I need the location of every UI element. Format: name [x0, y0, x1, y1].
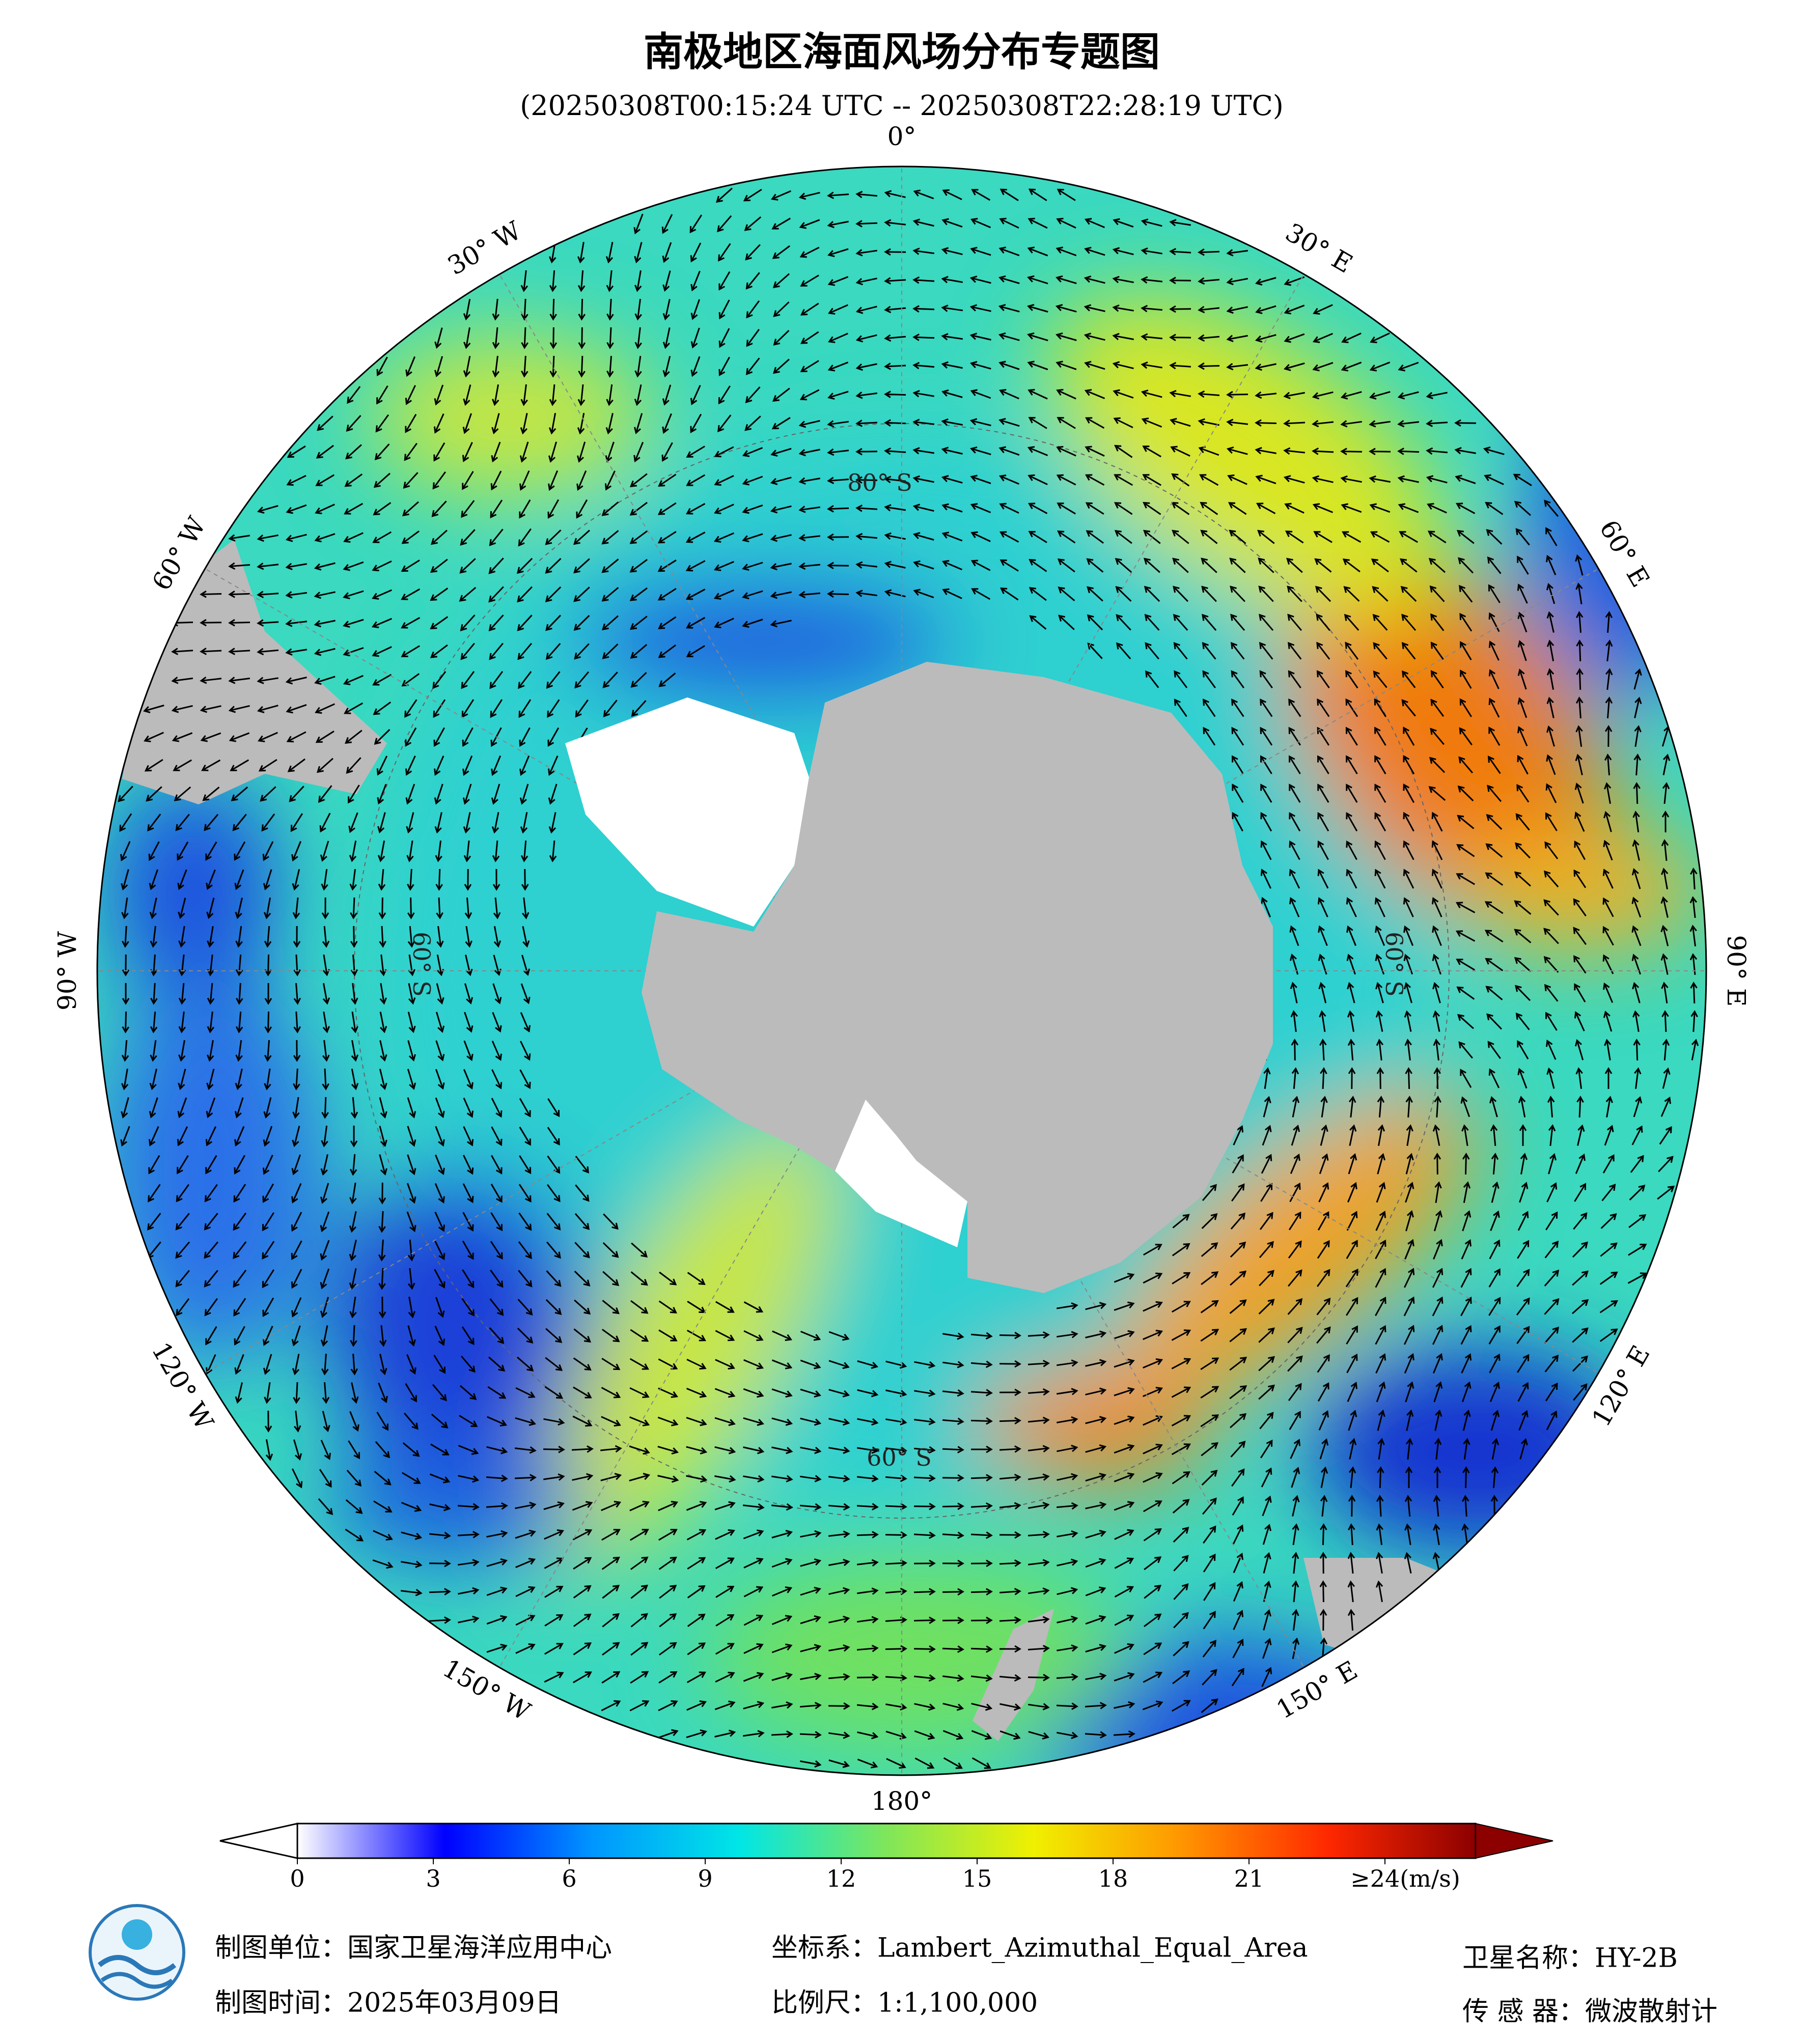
australia [1303, 1558, 1456, 1660]
colorbar-tick-label: ≥24(m/s) [1350, 1865, 1460, 1892]
title: 南极地区海面风场分布专题图 [644, 29, 1160, 75]
lon-label: 180° [871, 1786, 932, 1816]
footer-satellite: 卫星名称：HY-2B [1462, 1943, 1678, 1974]
footer-sensor: 传 感 器：微波散射计 [1462, 1997, 1717, 2027]
lat-label: 60° S [1380, 932, 1408, 997]
lon-label: 90° E [1722, 935, 1751, 1006]
subtitle: (20250308T00:15:24 UTC -- 20250308T22:28… [520, 90, 1284, 122]
colorbar-max-arrow [1475, 1823, 1553, 1859]
footer-crs: 坐标系：Lambert_Azimuthal_Equal_Area [771, 1933, 1308, 1964]
ross-ice-shelf [835, 1100, 967, 1247]
map-border [96, 165, 1707, 1776]
lon-label: 0° [887, 122, 917, 151]
colorbar-tick-label: 0 [290, 1865, 304, 1892]
new-zealand [973, 1609, 1054, 1741]
footer-scale: 比例尺：1:1,100,000 [771, 1988, 1038, 2019]
colorbar: 0 3 6 9 12 15 18 21 ≥24(m/s) [219, 1823, 1553, 1892]
wind-arrows [118, 187, 1699, 1769]
lat-label: 60° S [408, 932, 435, 997]
footer-unit: 制图单位：国家卫星海洋应用中心 [215, 1933, 612, 1964]
ice-shelf [565, 697, 815, 927]
lon-label: 90° W [52, 931, 82, 1011]
colorbar-tick-label: 21 [1234, 1865, 1264, 1892]
colorbar-tick-label: 9 [698, 1865, 712, 1892]
colorbar-tick-label: 18 [1098, 1865, 1128, 1892]
logo [89, 1904, 185, 2001]
wind-field [97, 166, 1706, 1775]
footer-date: 制图时间：2025年03月09日 [215, 1988, 562, 2019]
colorbar [296, 1823, 1477, 1859]
lat-label: 60° S [867, 1444, 932, 1471]
lat-label: 80° S [847, 469, 912, 496]
colorbar-tick-label: 3 [426, 1865, 440, 1892]
south-america [122, 540, 387, 804]
colorbar-min-arrow [219, 1823, 298, 1859]
colorbar-tick-label: 15 [962, 1865, 992, 1892]
colorbar-tick-label: 6 [562, 1865, 576, 1892]
colorbar-tick-label: 12 [826, 1865, 856, 1892]
antarctica [642, 662, 1273, 1293]
